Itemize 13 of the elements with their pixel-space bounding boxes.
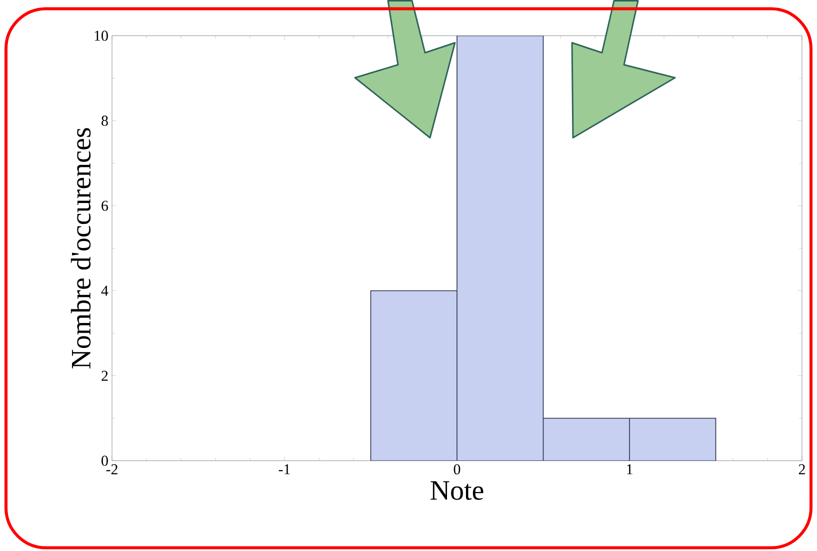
x-tick-label: 0 <box>454 464 460 475</box>
y-tick-label: 8 <box>102 116 108 126</box>
x-axis-title: Note <box>430 481 484 500</box>
x-tick-label: 2 <box>798 464 805 474</box>
y-axis-title: Nombre d'occurences <box>70 128 91 369</box>
x-tick-label: -2 <box>106 464 118 474</box>
y-tick-label: 2 <box>102 370 108 381</box>
y-tick-label: 6 <box>102 200 108 211</box>
y-tick-label: 0 <box>102 456 108 466</box>
x-tick-label: -1 <box>278 464 290 474</box>
x-tick-label: 1 <box>627 464 632 474</box>
y-tick-label: 10 <box>94 30 108 41</box>
y-tick-label: 4 <box>101 286 108 296</box>
